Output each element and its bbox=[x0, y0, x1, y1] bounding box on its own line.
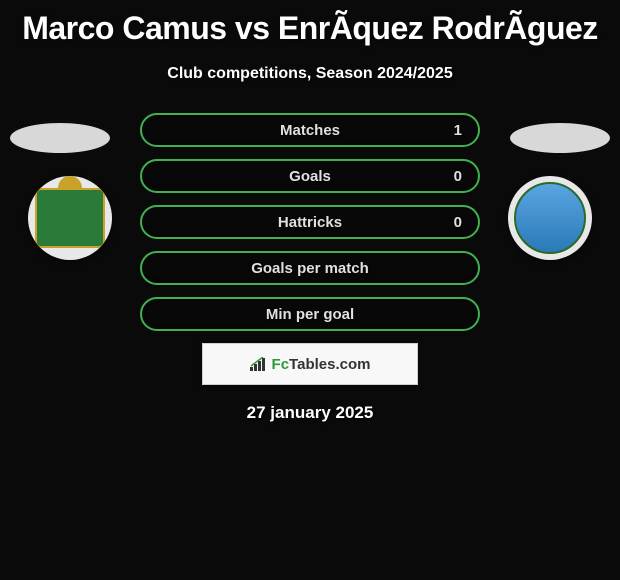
subtitle: Club competitions, Season 2024/2025 bbox=[0, 65, 620, 83]
stat-row-hattricks: Hattricks 0 bbox=[140, 205, 480, 239]
stat-row-matches: Matches 1 bbox=[140, 113, 480, 147]
stat-row-min-per-goal: Min per goal bbox=[140, 297, 480, 331]
stat-label: Goals per match bbox=[251, 260, 369, 277]
player-photo-right bbox=[510, 123, 610, 153]
player-photo-left bbox=[10, 123, 110, 153]
stat-row-goals: Goals 0 bbox=[140, 159, 480, 193]
fctables-logo: FcTables.com bbox=[250, 356, 371, 373]
stat-label: Hattricks bbox=[278, 214, 342, 231]
footer-branding[interactable]: FcTables.com bbox=[202, 343, 418, 385]
comparison-area: Matches 1 Goals 0 Hattricks 0 Goals per … bbox=[0, 113, 620, 423]
stat-value-right: 1 bbox=[454, 122, 462, 139]
club-logo-left bbox=[28, 176, 112, 260]
logo-suffix: Tables.com bbox=[289, 356, 370, 373]
stat-row-goals-per-match: Goals per match bbox=[140, 251, 480, 285]
club-logo-right bbox=[508, 176, 592, 260]
stat-label: Min per goal bbox=[266, 306, 354, 323]
page-title: Marco Camus vs EnrÃ­quez RodrÃ­guez bbox=[0, 0, 620, 47]
stat-value-right: 0 bbox=[454, 214, 462, 231]
bar-chart-icon bbox=[250, 357, 268, 371]
logo-prefix: Fc bbox=[272, 356, 290, 373]
club-badge-right bbox=[500, 168, 600, 268]
club-badge-left bbox=[20, 168, 120, 268]
stat-label: Goals bbox=[289, 168, 331, 185]
stat-value-right: 0 bbox=[454, 168, 462, 185]
stat-label: Matches bbox=[280, 122, 340, 139]
stat-rows: Matches 1 Goals 0 Hattricks 0 Goals per … bbox=[140, 113, 480, 331]
footer-date: 27 january 2025 bbox=[0, 403, 620, 423]
